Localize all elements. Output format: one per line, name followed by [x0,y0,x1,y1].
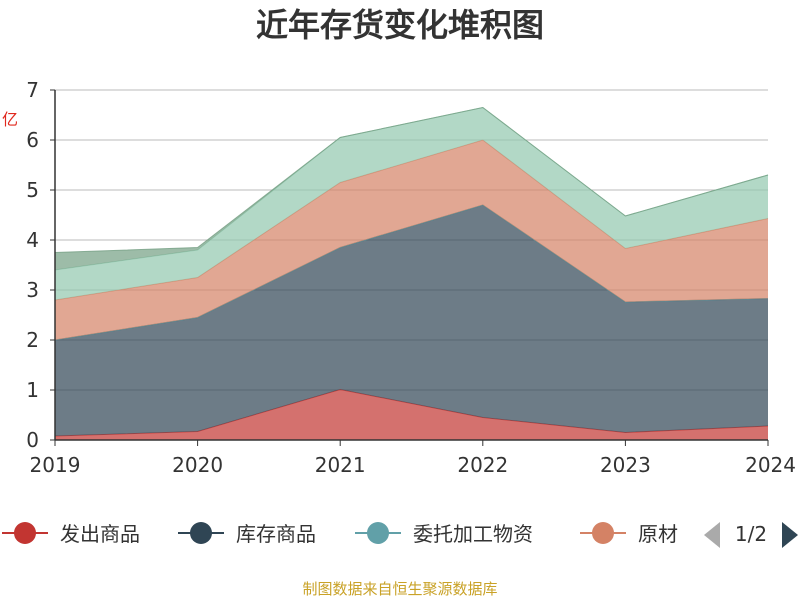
area-series [54,106,769,440]
area-series-3 [55,140,768,340]
x-tick-label: 2023 [600,453,651,477]
axes: 0 1 2 3 4 5 6 7 2019 2020 2021 2022 2023 2024 [26,78,796,477]
y-tick-label: 5 [26,178,39,202]
legend-prev-icon[interactable] [704,522,720,548]
x-tick-label: 2022 [457,453,508,477]
legend-item-2[interactable]: 委托加工物资 [355,522,533,546]
legend-label: 库存商品 [236,522,316,546]
y-tick-label: 6 [26,128,39,152]
legend-marker [190,522,212,544]
legend-item-1[interactable]: 库存商品 [178,522,316,546]
y-tick-label: 4 [26,228,39,252]
y-tick-label: 7 [26,78,39,102]
y-tick-label: 3 [26,278,39,302]
legend-marker [367,522,389,544]
y-tick-label: 0 [26,428,39,452]
legend-label: 委托加工物资 [413,522,533,546]
chart-title: 近年存货变化堆积图 [256,6,544,44]
area-line-5 [54,106,769,253]
legend-clip [684,512,704,552]
area-series-4 [55,107,768,300]
legend-page-indicator: 1/2 [735,522,767,546]
legend[interactable]: 发出商品 库存商品 委托加工物资 原材 1/2 [2,512,798,552]
legend-item-3[interactable]: 原材 [580,522,678,546]
legend-label: 原材 [638,522,678,546]
legend-pager[interactable]: 1/2 [704,522,798,548]
x-tick-label: 2019 [30,453,81,477]
legend-next-icon[interactable] [782,522,798,548]
area-series-1 [55,205,768,436]
legend-marker [14,522,36,544]
source-note: 制图数据来自恒生聚源数据库 [302,580,497,598]
x-tick-label: 2024 [745,453,796,477]
y-tick-label: 2 [26,328,39,352]
y-axis-label: 亿 [2,110,18,129]
x-tick-label: 2021 [315,453,366,477]
area-series-0 [55,389,768,440]
y-tick-label: 1 [26,378,39,402]
legend-marker [592,522,614,544]
legend-item-0[interactable]: 发出商品 [2,522,140,546]
area-series-5 [55,107,768,270]
legend-label: 发出商品 [60,522,140,546]
x-tick-label: 2020 [172,453,223,477]
